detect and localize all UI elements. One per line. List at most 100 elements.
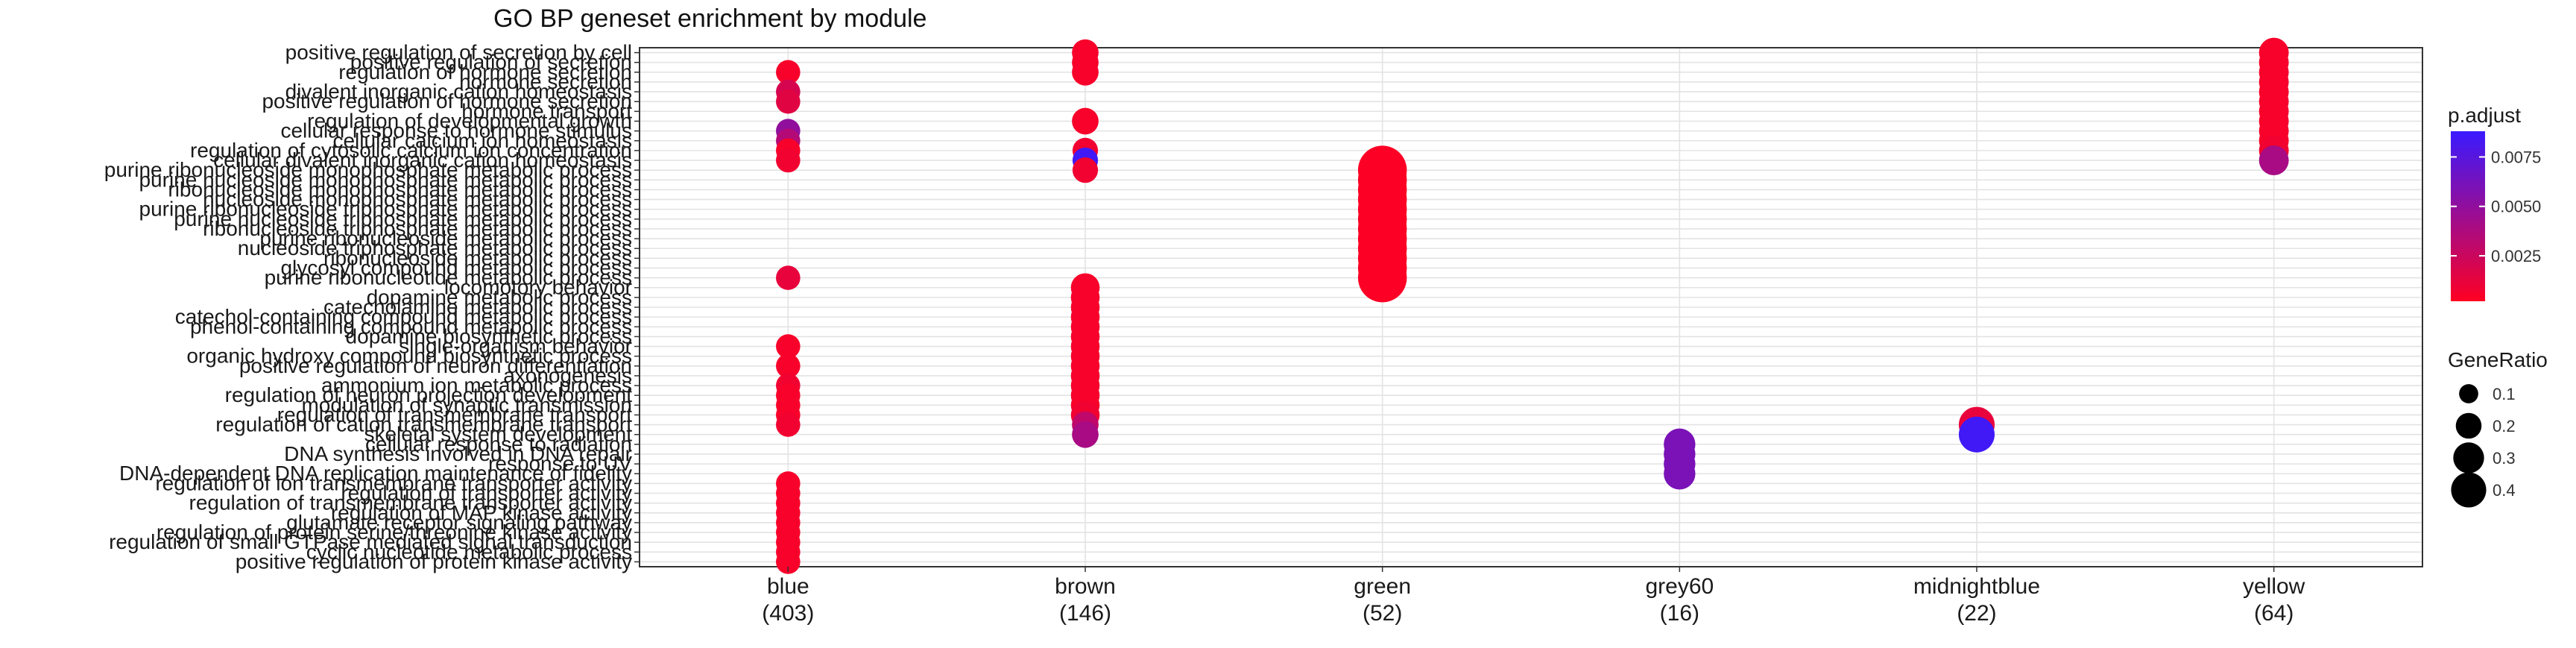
y-tick-label: purine ribonucleoside metabolic process xyxy=(259,227,632,250)
x-tick-label: (64) xyxy=(2254,601,2294,626)
y-tick-label: regulation of cytosolic calcium ion conc… xyxy=(190,139,632,162)
y-tick-label: DNA-dependent DNA replication maintenanc… xyxy=(119,462,632,485)
x-tick-label: blue xyxy=(767,574,809,599)
y-tick-label: regulation of cation transmembrane trans… xyxy=(215,413,632,436)
size-legend-dot xyxy=(2453,442,2484,474)
x-tick-label: (22) xyxy=(1957,601,1996,626)
color-tick-label: 0.0050 xyxy=(2491,198,2541,216)
data-point xyxy=(776,148,801,173)
size-legend-dot xyxy=(2455,412,2482,439)
y-tick-label: divalent inorganic cation homeostasis xyxy=(285,80,632,103)
x-tick-labels: blue(403) brown(146) green(52) grey60(16) mi… xyxy=(762,567,2305,626)
data-point xyxy=(776,60,801,85)
y-tick-label: positive regulation of protein kinase ac… xyxy=(236,550,632,573)
data-point xyxy=(776,412,801,437)
y-tick-label: purine nucleoside monophosphate metaboli… xyxy=(139,168,632,191)
data-point xyxy=(776,265,801,290)
y-tick-label: locomotory behavior xyxy=(444,276,632,299)
y-tick-label: purine ribonucleoside monophosphate meta… xyxy=(104,158,632,181)
x-tick-label: (403) xyxy=(762,601,814,626)
y-tick-label: DNA synthesis involved in DNA repair xyxy=(284,442,632,465)
x-tick-label: (16) xyxy=(1660,601,1699,626)
y-tick-label: regulation of transmembrane transport xyxy=(277,403,632,426)
y-tick-label: skeletal system development xyxy=(364,423,632,446)
y-tick-label: catechol-containing compound metabolic p… xyxy=(175,305,632,328)
y-tick-label: organic hydroxy compound biosynthetic pr… xyxy=(186,345,632,368)
size-legend-label: 0.1 xyxy=(2493,385,2516,403)
x-tick-label: (52) xyxy=(1363,601,1402,626)
y-tick-label: purine ribonucleotide metabolic process xyxy=(265,266,632,289)
data-point xyxy=(1072,421,1099,448)
y-tick-label: phenol-containing compound metabolic pro… xyxy=(190,315,632,338)
y-tick-label: cellular response to radiation xyxy=(365,432,632,456)
size-legend-label: 0.4 xyxy=(2493,481,2516,500)
y-tick-label: catecholamine metabolic process xyxy=(323,295,632,318)
y-tick-label: glycosyl compound metabolic process xyxy=(280,256,632,279)
size-legend-label: 0.2 xyxy=(2493,417,2516,435)
data-point xyxy=(1072,107,1099,135)
x-tick-label: yellow xyxy=(2243,574,2305,599)
legend: p.adjust 0.0025 0.0050 0.0075 GeneRatio 0.1 0.… xyxy=(2448,104,2548,508)
data-point xyxy=(1958,416,1995,453)
y-tick-label: cellular response to hormone stimulus xyxy=(280,119,632,142)
color-tick-label: 0.0075 xyxy=(2491,148,2541,166)
y-tick-label: ammonium ion metabolic process xyxy=(321,374,632,397)
color-tick-label: 0.0025 xyxy=(2491,247,2541,265)
y-tick-label: positive regulation of hormone secretion xyxy=(262,89,632,113)
y-tick-label: regulation of hormone secretion xyxy=(338,60,632,84)
y-tick-label: single-organism behavior xyxy=(399,335,632,358)
size-legend-dot xyxy=(2459,384,2478,403)
y-tick-label: hormone transport xyxy=(461,99,632,122)
y-tick-label: nucleoside triphosphate metabolic proces… xyxy=(238,236,632,259)
y-tick-label: positive regulation of secretion xyxy=(350,51,632,74)
y-tick-labels: positive regulation of secretion by cell… xyxy=(104,41,640,573)
y-tick-label: axonogenesis xyxy=(503,364,632,387)
x-tick-label: grey60 xyxy=(1645,574,1714,599)
color-legend-title: p.adjust xyxy=(2448,104,2521,127)
x-tick-label: green xyxy=(1354,574,1411,599)
y-tick-label: cyclic nucleotide metabolic process xyxy=(306,540,632,563)
x-tick-label: (146) xyxy=(1059,601,1111,626)
data-points xyxy=(776,37,2289,574)
data-point xyxy=(1357,253,1407,303)
y-tick-label: ribonucleoside triphosphate metabolic pr… xyxy=(203,217,632,240)
data-point xyxy=(1072,157,1099,183)
y-tick-label: regulation of small GTPase mediated sign… xyxy=(109,530,632,553)
y-tick-label: regulation of developmental growth xyxy=(307,109,632,132)
y-tick-label: ribonucleoside metabolic process xyxy=(323,246,632,269)
y-tick-label: positive regulation of secretion by cell xyxy=(285,41,632,64)
data-point xyxy=(1072,58,1099,86)
y-tick-label: modulation of synaptic transmission xyxy=(301,393,632,416)
data-point xyxy=(776,89,801,114)
y-tick-label: cellular divalent inorganic cation homeo… xyxy=(213,148,632,172)
y-tick-label: response to UV xyxy=(488,452,632,475)
y-tick-label: dopamine biosynthetic process xyxy=(346,324,632,347)
chart-title: GO BP geneset enrichment by module xyxy=(493,4,927,33)
grid-lines xyxy=(639,47,2423,567)
y-tick-label: regulation of transporter activity xyxy=(341,482,632,505)
data-point xyxy=(1664,458,1696,490)
y-tick-label: regulation of protein serine/threonine k… xyxy=(157,520,632,544)
x-tick-label: brown xyxy=(1055,574,1116,599)
data-point xyxy=(2258,145,2289,175)
y-tick-label: nucleoside monophosphate metabolic proce… xyxy=(203,188,632,211)
y-tick-label: glutamate receptor signaling pathway xyxy=(286,511,632,534)
data-point xyxy=(776,353,801,379)
data-point xyxy=(776,550,801,574)
y-tick-label: purine nucleoside triphosphate metabolic… xyxy=(174,207,632,230)
y-tick-label: hormone secretion xyxy=(459,70,632,93)
y-tick-label: regulation of transmembrane transporter … xyxy=(189,491,633,515)
y-tick-label: positive regulation of neuron differenti… xyxy=(239,354,632,377)
y-tick-label: dopamine metabolic process xyxy=(367,286,632,309)
size-legend-label: 0.3 xyxy=(2493,449,2516,468)
x-tick-label: midnightblue xyxy=(1913,574,2040,599)
y-tick-label: ribonucleoside monophosphate metabolic p… xyxy=(168,177,632,201)
color-bar xyxy=(2451,131,2485,301)
data-point xyxy=(776,334,801,359)
size-legend-title: GeneRatio xyxy=(2448,348,2548,371)
y-tick-label: regulation of neuron projection developm… xyxy=(225,383,633,406)
y-tick-label: regulation of MAP kinase activity xyxy=(331,501,632,524)
y-tick-label: regulation of ion transmembrane transpor… xyxy=(155,471,632,494)
